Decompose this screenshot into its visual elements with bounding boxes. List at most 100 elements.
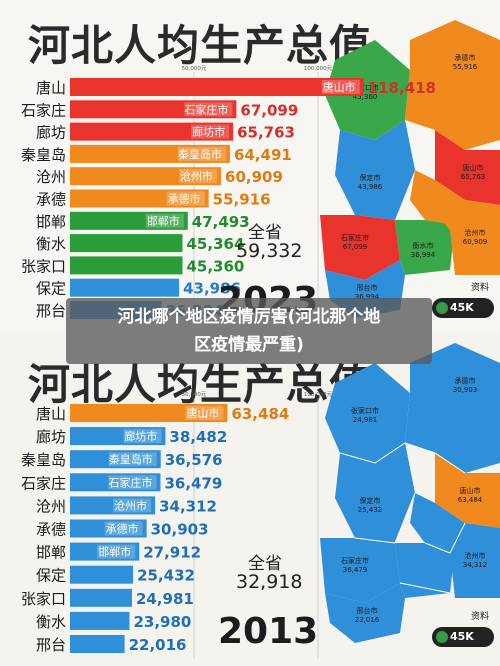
bar-label-bg [177, 146, 226, 161]
bar-inner-label: 石家庄市 [184, 102, 228, 116]
category-label: 廊坊 [36, 124, 66, 142]
bar-inner-label: 承德市 [106, 522, 139, 536]
value-label: 36,479 [164, 474, 222, 492]
bar-label-bg [123, 429, 162, 444]
value-label: 43,986 [183, 280, 241, 298]
map-region-name: 承德市 [455, 53, 476, 62]
chart-title: 河北人均生产总值 [28, 360, 373, 409]
bar-label-bg [184, 102, 233, 117]
map-region-name: 石家庄市 [341, 556, 369, 565]
map-region-zhangjiakou [325, 40, 410, 140]
corner-source-label: 资料 [471, 281, 489, 293]
bar-label-bg [108, 452, 157, 467]
bar [70, 167, 222, 186]
map-region-hengshui [395, 220, 455, 275]
caption-line-1: 河北哪个地区疫情厉害(河北那个地 [117, 307, 381, 327]
bar [70, 189, 209, 208]
category-label: 邢台 [36, 302, 66, 320]
views-badge: 45K [432, 298, 494, 318]
bar-label-bg [179, 169, 218, 184]
bar [70, 588, 132, 607]
value-label: 25,432 [137, 567, 195, 585]
caption-overlay: 河北哪个地区疫情厉害(河北那个地 区疫情最严重) [66, 298, 432, 364]
bar [70, 122, 234, 141]
views-badge: 45K [432, 627, 494, 647]
map-region-name: 张家口市 [351, 83, 379, 92]
map-region-cangzhou [425, 523, 500, 598]
bar-label-bg [166, 191, 205, 206]
value-label: 118,418 [368, 79, 436, 97]
bar-inner-label: 邯郸市 [147, 214, 180, 228]
bar [70, 473, 161, 492]
category-label: 唐山 [36, 79, 66, 97]
bar-label-bg [113, 498, 152, 513]
category-label: 廊坊 [36, 428, 66, 446]
axis-tick-label: 50,000元 [182, 65, 207, 72]
category-label: 邯郸 [36, 213, 66, 231]
category-label: 保定 [36, 567, 66, 585]
value-label: 47,493 [192, 213, 250, 231]
category-label: 衡水 [36, 235, 66, 253]
bar [70, 635, 125, 653]
map-borders [339, 442, 466, 594]
bar [70, 450, 161, 469]
bar-inner-label: 秦皇岛市 [109, 452, 153, 466]
map-region-value: 65,763 [461, 173, 486, 181]
bar-inner-label: 邯郸市 [98, 545, 131, 559]
value-label: 27,912 [143, 544, 201, 562]
value-label: 23,980 [133, 613, 191, 631]
category-label: 秦皇岛 [21, 451, 66, 469]
bar-inner-label: 唐山市 [186, 406, 219, 420]
bar-inner-label: 承德市 [168, 192, 201, 206]
map-region-value: 36,994 [411, 251, 436, 259]
map-region-chengde [405, 343, 500, 473]
bar [70, 565, 134, 584]
category-label: 承德 [36, 191, 66, 209]
bar-inner-label: 廊坊市 [192, 125, 225, 139]
category-label: 张家口 [21, 257, 66, 275]
hebei-map: 张家口市45,360承德市55,916保定市43,986唐山市65,763沧州市… [320, 20, 500, 318]
value-label: 65,763 [237, 124, 295, 142]
category-label: 张家口 [21, 590, 66, 608]
map-region-tangshan [435, 130, 500, 205]
map-region-value: 63,484 [458, 496, 483, 504]
value-label: 67,099 [240, 101, 298, 119]
map-region-zhangjiakou [325, 363, 410, 463]
map-region-name: 沧州市 [465, 551, 486, 560]
map-region-name: 唐山市 [463, 163, 484, 172]
category-label: 沧州 [36, 497, 66, 515]
chart-panel-2013: 河北人均生产总值 张家口市 24,981 承德市 30,903 保定市 25,432 唐山市… [0, 333, 500, 666]
bar-inner-label: 沧州市 [180, 169, 213, 183]
category-label: 邢台 [36, 636, 66, 654]
value-label: 55,916 [213, 191, 271, 209]
bar-label-bg [104, 521, 143, 536]
axis-tick-label: 100,000元 [304, 65, 333, 72]
value-label: 22,016 [129, 636, 187, 654]
map-region-name: 沧州市 [465, 228, 486, 237]
map-region-shijiazhuang [320, 538, 400, 603]
year-label: 2013 [218, 611, 319, 652]
category-label: 石家庄 [21, 101, 66, 119]
bar-inner-label: 廊坊市 [124, 429, 157, 443]
map-region-cangzhou [425, 200, 500, 275]
map-region-name: 保定市 [360, 173, 381, 182]
map-region-baoding [335, 120, 415, 220]
province-label: 全省 [248, 554, 282, 574]
province-value: 59,332 [236, 240, 303, 262]
map-region-value: 22,016 [355, 616, 380, 624]
category-label: 唐山 [36, 405, 66, 423]
bar [70, 256, 183, 275]
bar-label-bg [97, 544, 136, 559]
axis-tick-label: 100,000元 [304, 391, 333, 398]
bar [70, 611, 130, 630]
category-label: 秦皇岛 [21, 146, 66, 164]
value-label: 36,576 [165, 451, 223, 469]
value-label: 30,903 [151, 521, 209, 539]
value-label: 34,312 [159, 497, 217, 515]
map-region-baoding [335, 443, 415, 543]
bar [70, 542, 140, 561]
bar-inner-label: 沧州市 [114, 498, 147, 512]
bar [70, 100, 237, 119]
bar-label-bg [321, 80, 360, 94]
